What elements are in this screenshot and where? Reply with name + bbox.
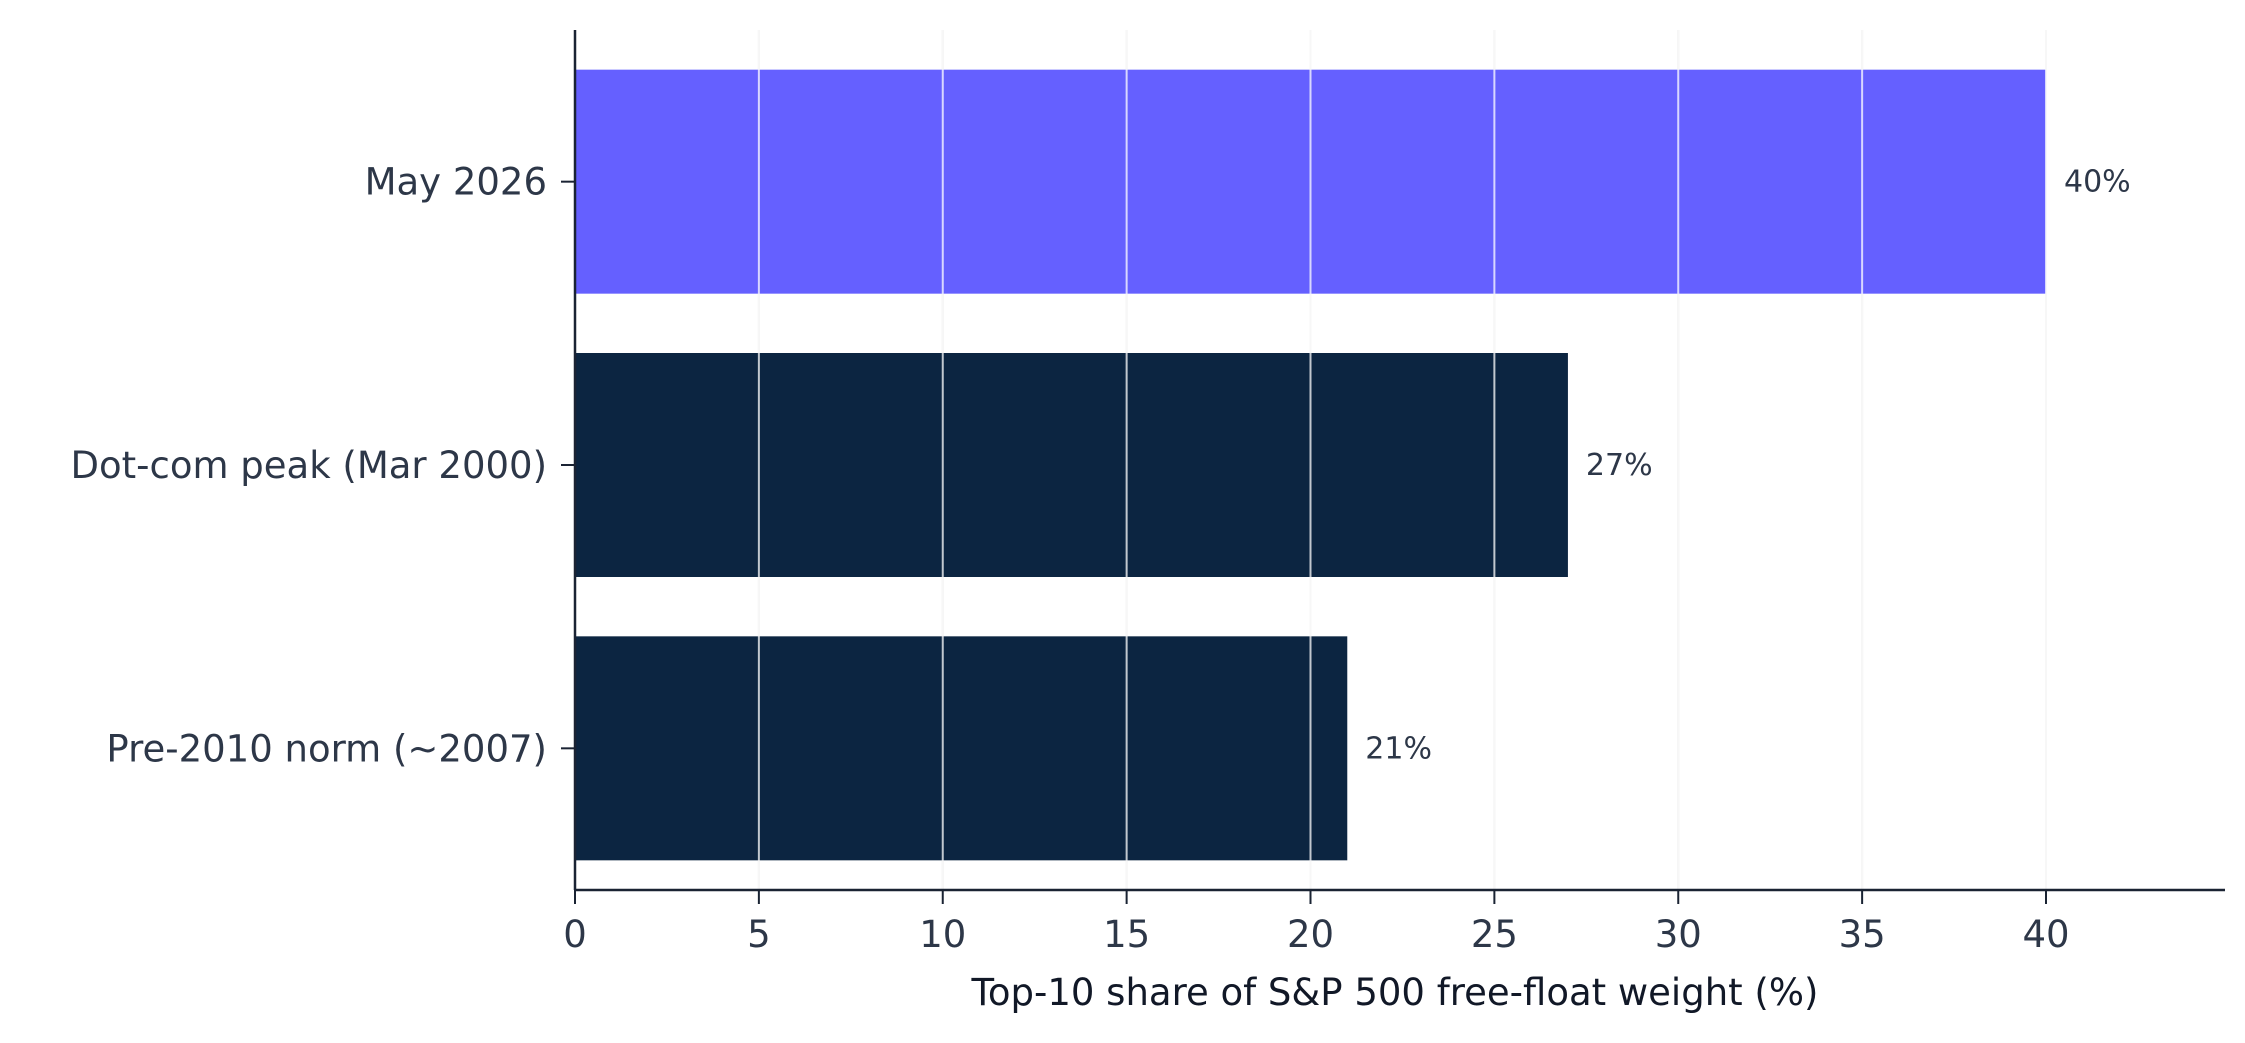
x-axis-title: Top-10 share of S&P 500 free-float weigh… <box>971 971 1819 1014</box>
data-label-2: 27% <box>1586 448 1653 483</box>
x-tick-label-20: 20 <box>1287 913 1334 956</box>
x-tick-label-10: 10 <box>919 913 966 956</box>
category-label-2: Dot-com peak (Mar 2000) <box>71 444 547 487</box>
grid-overlay <box>757 30 2047 890</box>
x-tick-label-5: 5 <box>747 913 771 956</box>
data-label-1: 40% <box>2064 165 2131 200</box>
x-tick-label-35: 35 <box>1839 913 1886 956</box>
bar-3 <box>575 636 1348 861</box>
x-tick-label-30: 30 <box>1655 913 1702 956</box>
data-label-3: 21% <box>1365 731 1432 766</box>
category-label-1: May 2026 <box>365 161 547 204</box>
category-label-3: Pre-2010 norm (~2007) <box>106 727 547 770</box>
x-tick-label-0: 0 <box>563 913 587 956</box>
bar-2 <box>575 353 1568 577</box>
data-labels: 40% 27% 21% <box>1365 165 2130 767</box>
x-tick-label-40: 40 <box>2022 913 2069 956</box>
x-tick-labels: 0 5 10 15 20 25 30 35 40 <box>563 913 2069 956</box>
x-tick-label-25: 25 <box>1471 913 1518 956</box>
x-tick-label-15: 15 <box>1103 913 1150 956</box>
axes <box>561 30 2225 904</box>
category-labels: May 2026 Dot-com peak (Mar 2000) Pre-2010 … <box>71 161 547 771</box>
